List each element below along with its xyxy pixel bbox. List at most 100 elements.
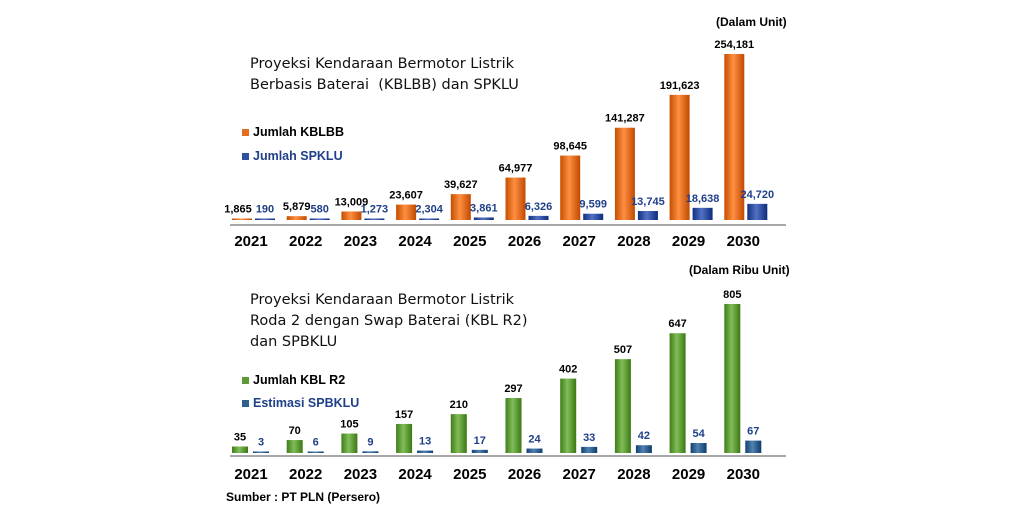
bar-bottom-s1-2025	[471, 449, 488, 453]
bar-top-s0-2028	[614, 127, 635, 220]
data-label-top-s1-2026: 6,326	[525, 201, 553, 213]
bar-bottom-s0-2025	[450, 414, 467, 453]
data-label-bottom-s0-2025: 210	[450, 399, 468, 411]
bar-bottom-s0-2027	[560, 378, 577, 453]
data-label-bottom-s1-2023: 9	[367, 436, 373, 448]
bar-top-s1-2024	[419, 218, 440, 220]
bar-top-s1-2025	[473, 217, 494, 220]
bar-bottom-s1-2027	[581, 446, 598, 453]
legend-swatch-spklu	[242, 152, 249, 160]
data-label-bottom-s0-2029: 647	[668, 318, 686, 330]
tick-label-bottom-2026: 2026	[508, 466, 541, 483]
legend-label-spbklu: Estimasi SPBKLU	[253, 396, 360, 410]
bar-bottom-s0-2023	[341, 433, 358, 453]
bar-top-s1-2026	[528, 215, 549, 220]
data-label-bottom-s1-2022: 6	[313, 437, 319, 449]
data-label-bottom-s1-2024: 13	[419, 436, 431, 448]
data-label-top-s0-2027: 98,645	[553, 141, 587, 153]
bar-bottom-s1-2022	[307, 451, 324, 453]
data-label-bottom-s0-2028: 507	[614, 344, 632, 356]
chart-title-top-line-1: Proyeksi Kendaraan Bermotor Listrik	[250, 56, 515, 72]
data-label-top-s0-2028: 141,287	[605, 113, 645, 125]
bar-top-s1-2028	[637, 211, 658, 220]
chart-title-top: Proyeksi Kendaraan Bermotor Listrik Berba…	[250, 54, 519, 96]
data-label-top-s1-2025: 3,861	[470, 202, 498, 214]
legend-label-kbl-r2: Jumlah KBL R2	[253, 373, 346, 387]
bar-bottom-s0-2026	[505, 398, 522, 453]
bar-bottom-s1-2029	[690, 443, 707, 453]
tick-label-bottom-2025: 2025	[453, 466, 486, 483]
bar-bottom-s1-2023	[362, 451, 379, 453]
tick-label-top-2022: 2022	[289, 233, 322, 250]
bar-top-s1-2030	[747, 203, 768, 220]
legend-label-kblbb: Jumlah KBLBB	[253, 125, 344, 139]
bar-bottom-s0-2028	[614, 359, 631, 453]
data-label-bottom-s0-2022: 70	[289, 425, 301, 437]
tick-label-top-2026: 2026	[508, 233, 541, 250]
legend-item-kblbb: Jumlah KBLBB	[242, 125, 344, 139]
bar-bottom-s1-2028	[635, 445, 652, 453]
data-label-bottom-s0-2027: 402	[559, 364, 577, 376]
legend-item-kbl-r2: Jumlah KBL R2	[242, 373, 345, 387]
data-label-bottom-s0-2024: 157	[395, 409, 413, 421]
tick-label-bottom-2027: 2027	[563, 466, 596, 483]
tick-label-top-2028: 2028	[617, 233, 650, 250]
data-label-bottom-s1-2021: 3	[258, 437, 264, 449]
bar-top-s0-2022	[286, 216, 307, 220]
tick-label-bottom-2028: 2028	[617, 466, 650, 483]
data-label-top-s0-2024: 23,607	[389, 190, 423, 202]
data-label-bottom-s1-2025: 17	[474, 435, 486, 447]
data-label-top-s0-2030: 254,181	[714, 39, 754, 51]
tick-label-bottom-2030: 2030	[727, 466, 760, 483]
bar-top-s0-2027	[560, 155, 581, 220]
bar-top-s0-2029	[669, 94, 690, 220]
data-label-bottom-s1-2029: 54	[692, 428, 705, 440]
bar-top-s0-2026	[505, 177, 526, 220]
bar-bottom-s1-2030	[745, 440, 762, 453]
bar-top-s0-2025	[450, 194, 471, 220]
tick-label-bottom-2023: 2023	[344, 466, 377, 483]
tick-label-bottom-2024: 2024	[398, 466, 432, 483]
data-label-top-s1-2024: 2,304	[415, 203, 443, 215]
data-label-bottom-s0-2023: 105	[340, 419, 358, 431]
source-note: Sumber : PT PLN (Persero)	[226, 490, 381, 504]
legend-item-spklu: Jumlah SPKLU	[242, 149, 343, 163]
data-label-top-s1-2028: 13,745	[631, 196, 665, 208]
chart-title-top-line-2: Berbasis Baterai (KBLBB) dan SPKLU	[250, 77, 519, 93]
data-label-top-s0-2022: 5,879	[283, 201, 311, 213]
tick-label-top-2024: 2024	[398, 233, 432, 250]
chart-title-bottom-line-1: Proyeksi Kendaraan Bermotor Listrik	[250, 292, 515, 308]
data-label-bottom-s1-2028: 42	[638, 430, 650, 442]
bar-top-s0-2023	[341, 211, 362, 220]
bar-bottom-s1-2024	[417, 450, 434, 453]
bar-top-s0-2021	[232, 218, 252, 220]
tick-label-top-2021: 2021	[234, 233, 267, 250]
bar-top-s0-2030	[724, 54, 745, 220]
tick-label-top-2025: 2025	[453, 233, 486, 250]
chart-bottom: 35 3 2021 70 6 2022 105 9 2023 157 13 2024 210 17 2025…	[230, 289, 786, 483]
unit-note-bottom: (Dalam Ribu Unit)	[689, 263, 790, 277]
legend-swatch-kbl-r2	[242, 376, 249, 384]
data-label-bottom-s0-2030: 805	[723, 289, 741, 301]
bar-bottom-s0-2022	[286, 440, 303, 453]
data-label-bottom-s1-2026: 24	[528, 434, 541, 446]
bar-bottom-s0-2024	[396, 423, 413, 453]
bar-top-s1-2022	[309, 218, 330, 220]
data-label-bottom-s1-2027: 33	[583, 432, 595, 444]
chart-title-bottom-line-2: Roda 2 dengan Swap Baterai (KBL R2)	[250, 313, 528, 329]
legend-item-spbklu: Estimasi SPBKLU	[242, 396, 359, 410]
bar-top-s1-2021	[255, 218, 275, 220]
tick-label-bottom-2022: 2022	[289, 466, 322, 483]
data-label-top-s0-2026: 64,977	[499, 163, 533, 175]
data-label-top-s0-2021: 1,865	[224, 204, 252, 216]
bar-top-s1-2029	[692, 207, 713, 220]
tick-label-top-2030: 2030	[727, 233, 760, 250]
legend-swatch-spbklu	[242, 399, 249, 407]
data-label-top-s1-2021: 190	[256, 204, 274, 216]
data-label-bottom-s0-2026: 297	[504, 383, 522, 395]
tick-label-bottom-2021: 2021	[234, 466, 267, 483]
data-label-top-s1-2030: 24,720	[740, 189, 774, 201]
bar-bottom-s1-2026	[526, 448, 543, 453]
